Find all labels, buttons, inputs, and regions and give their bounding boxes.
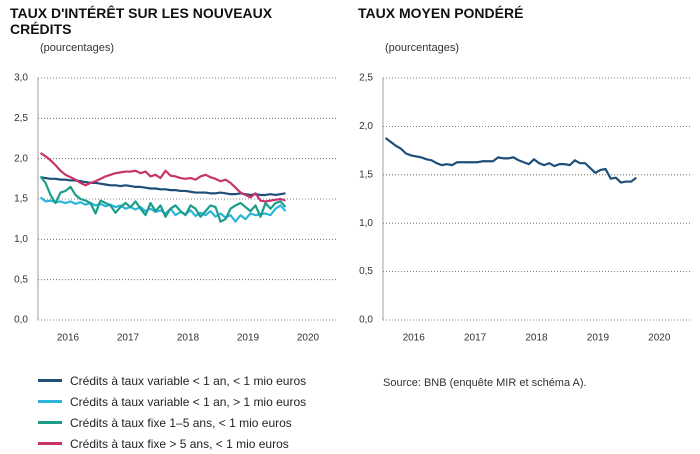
x-tick-label: 2020	[297, 333, 320, 344]
y-tick-label: 2,0	[14, 153, 28, 164]
y-tick-label: 0,5	[14, 274, 28, 285]
legend-swatch	[38, 421, 62, 424]
y-tick-label: 1,0	[359, 218, 373, 229]
chart-subtitle: (pourcentages)	[40, 42, 114, 54]
legend-swatch	[38, 379, 62, 382]
x-tick-label: 2016	[57, 333, 80, 344]
chart-title: TAUX D'INTÉRÊT SUR LES NOUVEAUX CRÉDITS	[10, 5, 273, 37]
y-tick-label: 0,0	[359, 315, 373, 326]
legend: Crédits à taux variable < 1 an, < 1 mio …	[38, 370, 306, 454]
y-tick-label: 2,5	[359, 73, 373, 84]
legend-item: Crédits à taux fixe > 5 ans, < 1 mio eur…	[38, 433, 306, 454]
legend-swatch	[38, 442, 62, 445]
legend-label: Crédits à taux variable < 1 an, > 1 mio …	[70, 394, 307, 409]
x-tick-label: 2017	[117, 333, 140, 344]
x-tick-label: 2019	[587, 333, 610, 344]
series-line	[39, 152, 286, 203]
legend-swatch	[38, 400, 62, 403]
y-tick-label: 3,0	[14, 73, 28, 84]
legend-item: Crédits à taux fixe 1–5 ans, < 1 mio eur…	[38, 412, 306, 433]
legend-item: Crédits à taux variable < 1 an, > 1 mio …	[38, 391, 306, 412]
y-tick-label: 1,5	[359, 169, 373, 180]
x-tick-label: 2018	[177, 333, 200, 344]
legend-label: Crédits à taux fixe > 5 ans, < 1 mio eur…	[70, 436, 289, 451]
x-tick-label: 2017	[464, 333, 487, 344]
chart-subtitle: (pourcentages)	[385, 42, 459, 54]
chart-title: TAUX MOYEN PONDÉRÉ	[358, 5, 524, 21]
x-tick-label: 2018	[525, 333, 548, 344]
series-line	[39, 175, 287, 223]
y-tick-label: 0,0	[14, 315, 28, 326]
y-tick-label: 2,5	[14, 113, 28, 124]
x-tick-label: 2020	[648, 333, 671, 344]
legend-label: Crédits à taux fixe 1–5 ans, < 1 mio eur…	[70, 415, 292, 430]
x-tick-label: 2019	[237, 333, 260, 344]
source-note: Source: BNB (enquête MIR et schéma A).	[383, 377, 587, 389]
series-line	[384, 137, 637, 184]
y-tick-label: 1,0	[14, 234, 28, 245]
legend-item: Crédits à taux variable < 1 an, < 1 mio …	[38, 370, 306, 391]
y-tick-label: 1,5	[14, 194, 28, 205]
x-tick-label: 2016	[403, 333, 426, 344]
y-tick-label: 2,0	[359, 121, 373, 132]
y-tick-label: 0,5	[359, 266, 373, 277]
legend-label: Crédits à taux variable < 1 an, < 1 mio …	[70, 373, 307, 388]
